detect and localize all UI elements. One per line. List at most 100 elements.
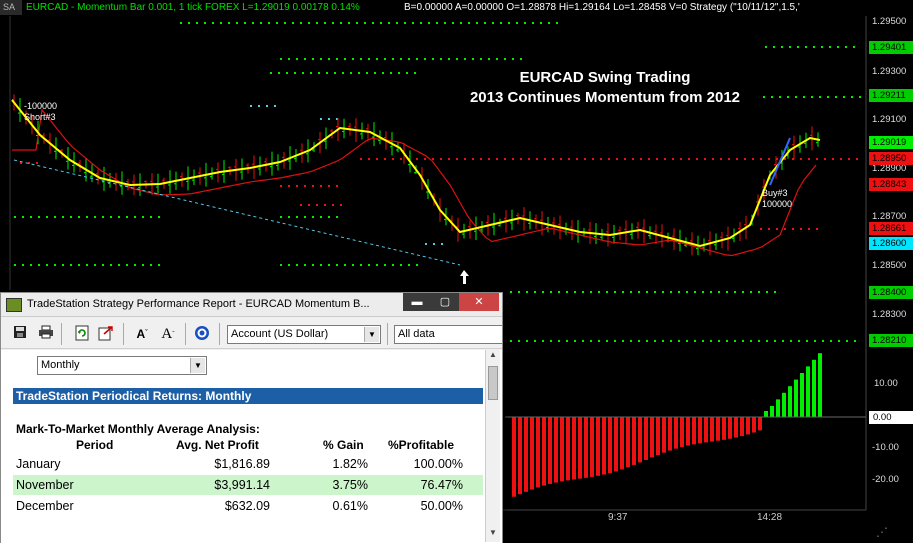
- level-dot: [312, 58, 314, 60]
- level-dot: [630, 340, 632, 342]
- refresh-icon[interactable]: [73, 325, 91, 343]
- performance-report-window[interactable]: TradeStation Strategy Performance Report…: [0, 292, 503, 543]
- level-dot: [316, 22, 318, 24]
- level-dot: [710, 291, 712, 293]
- level-dot: [520, 158, 522, 160]
- level-dot: [22, 216, 24, 218]
- table-row[interactable]: November $3,991.14 3.75% 76.47%: [13, 475, 483, 495]
- level-dot: [368, 158, 370, 160]
- level-dot: [814, 340, 816, 342]
- scroll-up-icon[interactable]: ▲: [489, 350, 497, 359]
- level-dot: [388, 22, 390, 24]
- level-dot: [528, 158, 530, 160]
- cell-profit: $3,991.14: [214, 478, 270, 492]
- toolbar-separator: [219, 323, 220, 345]
- level-dot: [710, 340, 712, 342]
- momentum-bar: [806, 366, 810, 417]
- scroll-thumb[interactable]: [488, 366, 498, 400]
- momentum-bar: [752, 417, 756, 433]
- level-dot: [686, 340, 688, 342]
- level-dot: [544, 158, 546, 160]
- level-dot: [336, 185, 338, 187]
- level-dot: [787, 96, 789, 98]
- level-dot: [452, 22, 454, 24]
- price-axis-label: 1.28700: [872, 211, 907, 222]
- level-dot: [726, 340, 728, 342]
- decrease-font-icon[interactable]: Aˇ: [136, 327, 148, 341]
- level-dot: [640, 158, 642, 160]
- cell-gain: 1.82%: [332, 457, 368, 471]
- buy-qty: 100000: [762, 199, 793, 209]
- level-dot: [320, 264, 322, 266]
- level-dot: [848, 158, 850, 160]
- level-dot: [320, 185, 322, 187]
- level-dot: [250, 105, 252, 107]
- momentum-bar: [530, 417, 534, 490]
- level-dot: [308, 204, 310, 206]
- level-dot: [244, 22, 246, 24]
- level-dot: [102, 264, 104, 266]
- maximize-button[interactable]: ▢: [431, 293, 459, 311]
- level-dot: [468, 22, 470, 24]
- level-dot: [516, 22, 518, 24]
- period-select[interactable]: Monthly ▼: [37, 356, 207, 375]
- vertical-scrollbar[interactable]: ▲ ▼: [485, 350, 500, 542]
- account-select[interactable]: Account (US Dollar) ▼: [227, 325, 381, 344]
- level-dot: [320, 216, 322, 218]
- cell-profitable: 50.00%: [420, 499, 463, 513]
- level-dot: [296, 216, 298, 218]
- level-dot: [336, 264, 338, 266]
- close-button[interactable]: ✕: [459, 293, 499, 311]
- level-dot: [400, 264, 402, 266]
- sa-label[interactable]: SA: [0, 0, 22, 15]
- level-dot: [790, 340, 792, 342]
- table-row[interactable]: January $1,816.89 1.82% 100.00%: [13, 454, 483, 474]
- report-body: Monthly ▼ TradeStation Periodical Return…: [1, 350, 502, 543]
- level-dot: [352, 264, 354, 266]
- price-tag: 1.28843: [869, 178, 913, 191]
- level-dot: [845, 46, 847, 48]
- level-dot: [512, 158, 514, 160]
- column-header-profitable: %Profitable: [388, 438, 455, 452]
- print-icon[interactable]: [37, 325, 55, 343]
- report-titlebar[interactable]: TradeStation Strategy Performance Report…: [1, 293, 502, 317]
- table-row[interactable]: December $632.09 0.61% 50.00%: [13, 496, 483, 516]
- momentum-bar: [518, 417, 522, 495]
- save-icon[interactable]: [11, 325, 29, 343]
- target-icon[interactable]: [193, 325, 211, 343]
- level-dot: [384, 158, 386, 160]
- level-dot: [576, 158, 578, 160]
- level-dot: [694, 291, 696, 293]
- resize-grip-icon[interactable]: ⋰: [876, 525, 888, 539]
- level-dot: [768, 228, 770, 230]
- increase-font-icon[interactable]: Aˆ: [161, 326, 175, 342]
- level-dot: [372, 22, 374, 24]
- level-dot: [318, 72, 320, 74]
- range-select[interactable]: All data: [394, 325, 502, 344]
- momentum-bar: [620, 417, 624, 470]
- level-dot: [304, 216, 306, 218]
- minimize-button[interactable]: ▬: [403, 293, 431, 311]
- level-dot: [837, 46, 839, 48]
- level-dot: [592, 158, 594, 160]
- momentum-bar: [632, 417, 636, 465]
- level-dot: [284, 22, 286, 24]
- level-dot: [510, 291, 512, 293]
- level-dot: [614, 340, 616, 342]
- level-dot: [694, 340, 696, 342]
- level-dot: [414, 72, 416, 74]
- level-dot: [718, 340, 720, 342]
- level-dot: [312, 185, 314, 187]
- export-icon[interactable]: [97, 325, 115, 343]
- level-dot: [38, 216, 40, 218]
- momentum-bar: [674, 417, 678, 449]
- level-dot: [36, 162, 38, 164]
- level-dot: [294, 72, 296, 74]
- scroll-down-icon[interactable]: ▼: [489, 528, 497, 537]
- momentum-bar: [536, 417, 540, 488]
- level-dot: [524, 22, 526, 24]
- momentum-bar: [638, 417, 642, 463]
- level-dot: [342, 72, 344, 74]
- momentum-bar: [608, 417, 612, 474]
- level-dot: [638, 340, 640, 342]
